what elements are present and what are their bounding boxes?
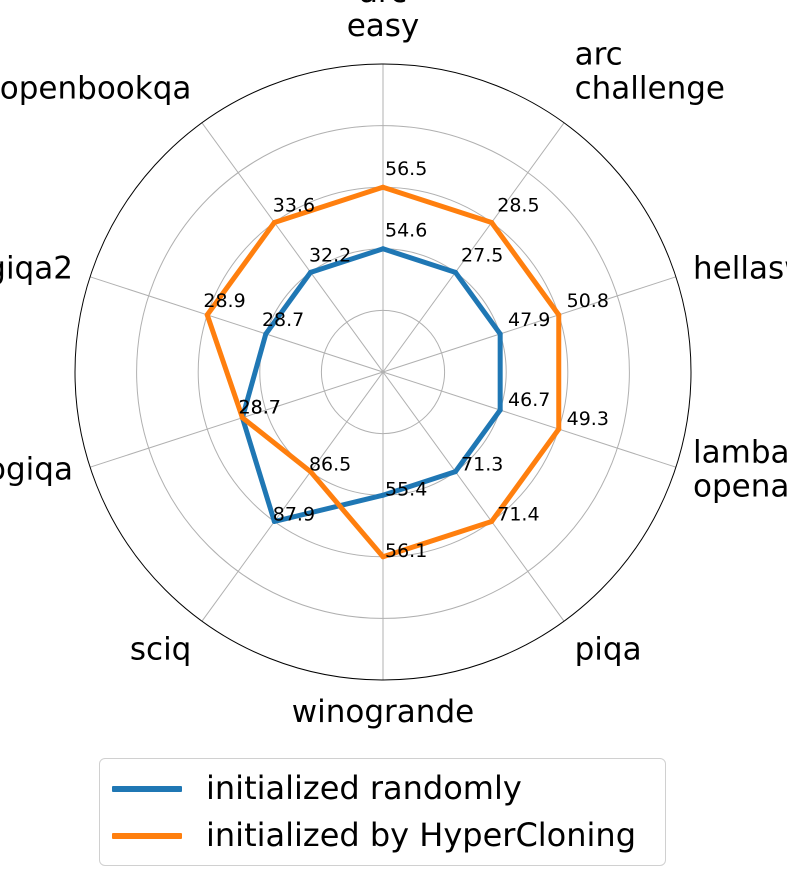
data-point-s0-5 xyxy=(380,492,386,498)
value-labels: 54.6 27.5 47.9 46.7 71.3 55.4 87.9 28.7 28.7 32.2… xyxy=(203,158,609,562)
data-point-s0-4 xyxy=(452,469,458,475)
axis-label-7: logiqa xyxy=(0,452,73,488)
data-point-s1-6 xyxy=(308,469,314,475)
spoke-3 xyxy=(382,371,677,468)
value-label-s0-4: 71.3 xyxy=(461,454,503,476)
data-point-s0-3 xyxy=(497,407,503,413)
value-label-s1-8: 28.9 xyxy=(203,290,245,312)
data-point-s1-2 xyxy=(556,312,562,318)
value-label-s1-0: 56.5 xyxy=(385,158,427,180)
value-label-s0-8: 28.7 xyxy=(262,309,304,331)
data-point-s0-0 xyxy=(380,246,386,252)
axis-label-0: arceasy xyxy=(347,0,420,44)
spoke-6 xyxy=(201,371,384,622)
data-point-s1-3 xyxy=(556,426,562,432)
data-point-s1-4 xyxy=(489,519,495,525)
spoke-8 xyxy=(89,276,384,373)
legend-swatch-randomly xyxy=(112,786,182,792)
value-label-s0-0: 54.6 xyxy=(385,220,427,242)
series xyxy=(204,184,562,560)
value-label-s1-6: 86.5 xyxy=(309,454,351,476)
value-label-s1-4: 71.4 xyxy=(497,503,539,525)
spoke-2 xyxy=(382,276,677,373)
legend-item-hypercloning: initialized by HyperCloning xyxy=(100,814,665,858)
value-label-s1-1: 28.5 xyxy=(497,195,539,217)
data-point-s0-9 xyxy=(308,269,314,275)
value-label-s1-5: 56.1 xyxy=(385,540,427,562)
value-label-s1-2: 50.8 xyxy=(567,290,609,312)
value-label-s0-5: 55.4 xyxy=(385,478,427,500)
value-label-s1-9: 33.6 xyxy=(273,195,315,217)
axis-label-9: openbookqa xyxy=(0,70,191,106)
spoke-7 xyxy=(89,371,384,468)
data-point-s1-8 xyxy=(204,312,210,318)
legend-swatch-hypercloning xyxy=(112,833,182,839)
axis-label-3: lambadaopenai xyxy=(693,435,787,505)
value-label-s0-9: 32.2 xyxy=(309,244,351,266)
data-point-s0-1 xyxy=(452,269,458,275)
spoke-4 xyxy=(382,371,565,622)
data-point-s0-2 xyxy=(497,331,503,337)
data-point-s1-0 xyxy=(380,184,386,190)
value-label-s1-3: 49.3 xyxy=(567,408,609,430)
axis-label-2: hellaswag xyxy=(693,250,787,286)
axis-label-6: sciq xyxy=(130,632,192,668)
value-label-s0-2: 47.9 xyxy=(508,309,550,331)
axis-label-1: arc challenge xyxy=(575,36,725,106)
legend-label-hypercloning: initialized by HyperCloning xyxy=(206,816,637,854)
data-point-s0-8 xyxy=(263,331,269,337)
data-point-s1-9 xyxy=(271,219,277,225)
axis-label-5: winogrande xyxy=(292,694,474,730)
value-label-s0-7: 28.7 xyxy=(239,397,281,419)
value-label-s0-3: 46.7 xyxy=(508,389,550,411)
value-label-s0-1: 27.5 xyxy=(461,244,503,266)
outer-ring xyxy=(74,63,692,681)
radar-plot: 54.6 27.5 47.9 46.7 71.3 55.4 87.9 28.7 28.7 32.2… xyxy=(0,0,787,730)
legend-label-randomly: initialized randomly xyxy=(206,769,522,807)
legend-item-randomly: initialized randomly xyxy=(100,767,665,811)
data-point-s1-1 xyxy=(489,219,495,225)
axis-label-8: logiqa2 xyxy=(0,250,73,286)
value-label-s1-7: 28.7 xyxy=(239,397,281,419)
data-point-s0-6 xyxy=(271,519,277,525)
data-point-s1-7 xyxy=(239,415,245,421)
legend: initialized randomly initialized by Hype… xyxy=(99,758,666,866)
axis-label-4: piqa xyxy=(575,632,642,668)
data-point-s1-5 xyxy=(380,554,386,560)
spoke-1 xyxy=(382,122,565,373)
grid xyxy=(74,63,692,681)
value-label-s0-6: 87.9 xyxy=(273,503,315,525)
spoke-9 xyxy=(201,122,384,373)
